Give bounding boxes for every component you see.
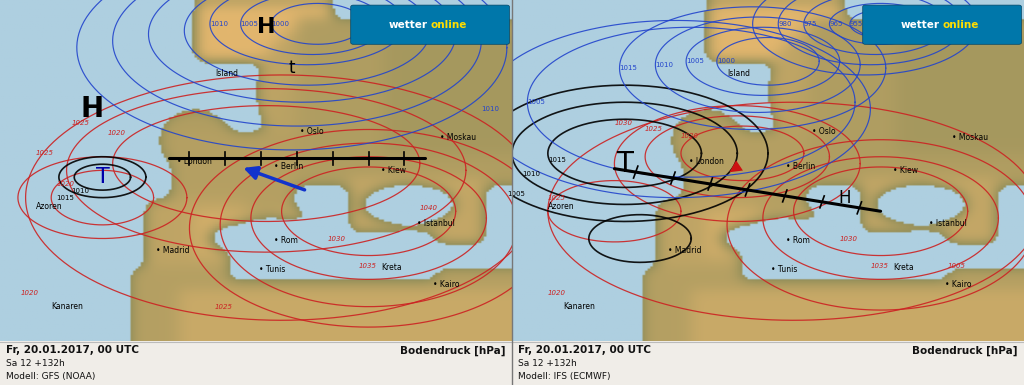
Text: online: online [942, 20, 979, 30]
Text: Kreta: Kreta [893, 263, 914, 272]
Text: Modell: GFS (NOAA): Modell: GFS (NOAA) [6, 372, 95, 381]
Text: • Oslo: • Oslo [811, 127, 836, 136]
Text: Modell: IFS (ECMWF): Modell: IFS (ECMWF) [518, 372, 610, 381]
Text: • London: • London [688, 157, 724, 166]
Text: 1015: 1015 [56, 195, 74, 201]
Text: T: T [95, 167, 110, 187]
Text: 1010: 1010 [210, 21, 228, 27]
Text: 1035: 1035 [358, 263, 377, 269]
Text: 1025: 1025 [645, 127, 664, 132]
Text: Kanaren: Kanaren [563, 302, 595, 311]
Text: H: H [257, 17, 275, 37]
Text: 1020: 1020 [20, 290, 39, 296]
Text: 1000: 1000 [717, 59, 735, 64]
Text: • Moskau: • Moskau [952, 134, 988, 142]
Text: Kreta: Kreta [381, 263, 402, 272]
Text: 980: 980 [778, 21, 792, 27]
Text: Azoren: Azoren [548, 202, 574, 211]
Text: • London: • London [176, 157, 212, 166]
Text: Bodendruck [hPa]: Bodendruck [hPa] [912, 345, 1018, 356]
Text: • Rom: • Rom [786, 236, 810, 245]
Text: 1030: 1030 [614, 120, 633, 126]
Text: wetter: wetter [900, 20, 940, 30]
Text: T: T [616, 149, 633, 177]
Text: online: online [430, 20, 467, 30]
Text: 1020: 1020 [548, 290, 566, 296]
Text: H: H [839, 189, 851, 207]
Text: • Oslo: • Oslo [299, 127, 324, 136]
Text: 1010: 1010 [72, 188, 90, 194]
Text: Island: Island [727, 69, 750, 78]
Text: Sa 12 +132h: Sa 12 +132h [6, 359, 65, 368]
Text: • Istanbul: • Istanbul [930, 219, 967, 228]
Text: wetter: wetter [388, 20, 428, 30]
Text: • Tunis: • Tunis [770, 264, 797, 274]
Text: 1010: 1010 [481, 106, 500, 112]
FancyBboxPatch shape [862, 5, 1021, 44]
Text: H: H [81, 95, 103, 123]
Text: 1040: 1040 [420, 205, 438, 211]
Text: 1020: 1020 [108, 130, 126, 136]
Text: Island: Island [215, 69, 238, 78]
Text: • Kiew: • Kiew [893, 166, 919, 175]
Text: • Madrid: • Madrid [668, 246, 701, 255]
Text: • Tunis: • Tunis [258, 264, 285, 274]
Text: Sa 12 +132h: Sa 12 +132h [518, 359, 577, 368]
Text: • Istanbul: • Istanbul [418, 219, 455, 228]
Text: 1020: 1020 [56, 181, 75, 187]
Text: 1005: 1005 [507, 191, 524, 197]
Text: • Moskau: • Moskau [440, 134, 476, 142]
Text: • Kairo: • Kairo [432, 280, 459, 289]
Text: Bodendruck [hPa]: Bodendruck [hPa] [400, 345, 506, 356]
Text: t: t [289, 59, 295, 77]
Text: 1005: 1005 [527, 99, 545, 105]
Text: Azoren: Azoren [36, 202, 62, 211]
FancyBboxPatch shape [350, 5, 509, 44]
Text: Fr, 20.01.2017, 00 UTC: Fr, 20.01.2017, 00 UTC [518, 345, 651, 355]
Text: 1010: 1010 [522, 171, 541, 177]
Text: 1025: 1025 [548, 195, 566, 201]
Text: 1005: 1005 [947, 263, 966, 269]
Text: 1000: 1000 [271, 21, 290, 27]
Text: 965: 965 [829, 21, 843, 27]
Text: • Kiew: • Kiew [381, 166, 407, 175]
Text: • Kairo: • Kairo [944, 280, 971, 289]
Text: 1030: 1030 [328, 236, 346, 241]
Text: 1005: 1005 [686, 59, 703, 64]
Text: 1015: 1015 [548, 157, 565, 163]
Text: 955: 955 [850, 21, 863, 27]
Text: 1015: 1015 [620, 65, 637, 71]
Text: 1025: 1025 [36, 150, 54, 156]
Text: Fr, 20.01.2017, 00 UTC: Fr, 20.01.2017, 00 UTC [6, 345, 139, 355]
Text: 1010: 1010 [655, 62, 674, 68]
Text: 1005: 1005 [241, 21, 258, 27]
Text: • Berlin: • Berlin [786, 162, 815, 171]
Text: • Berlin: • Berlin [274, 162, 303, 171]
Text: Kanaren: Kanaren [51, 302, 83, 311]
Text: 1025: 1025 [215, 304, 233, 310]
Text: 1035: 1035 [870, 263, 889, 269]
Text: • Rom: • Rom [274, 236, 298, 245]
Text: 1025: 1025 [72, 120, 90, 126]
Text: • Madrid: • Madrid [156, 246, 189, 255]
Text: 975: 975 [804, 21, 817, 27]
Text: 1030: 1030 [840, 236, 858, 241]
Text: 1020: 1020 [681, 133, 699, 139]
